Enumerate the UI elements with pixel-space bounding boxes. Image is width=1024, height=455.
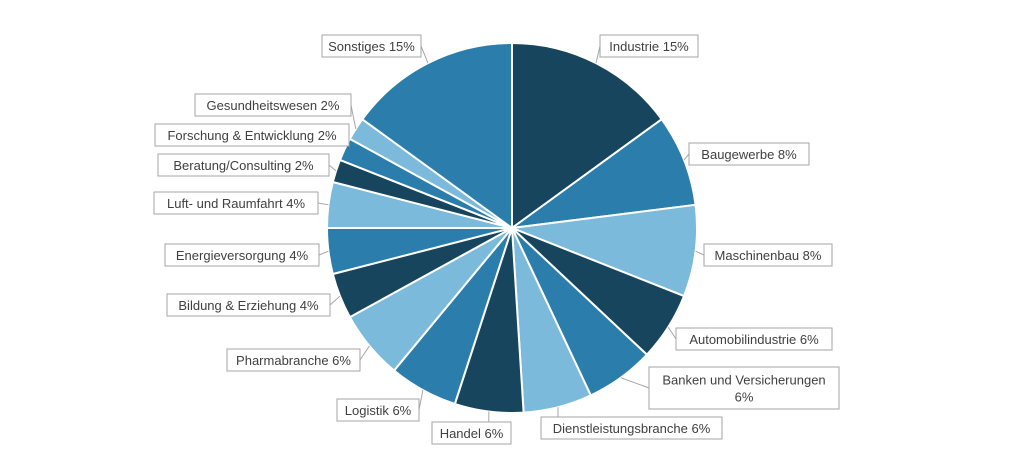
data-label-text: Gesundheitswesen 2% — [207, 98, 340, 113]
leader-line-bildung-und-erziehung — [329, 295, 341, 306]
data-label-box — [431, 421, 512, 445]
data-label-text: Industrie 15% — [609, 39, 689, 54]
data-label-dienstleistungsbranche: Dienstleistungsbranche 6% — [540, 416, 723, 440]
leader-line-maschinenbau — [695, 250, 705, 256]
data-label-baugewerbe: Baugewerbe 8% — [688, 142, 810, 166]
data-label-bildung-und-erziehung: Bildung & Erziehung 4% — [166, 293, 331, 317]
leader-line-automobilindustrie — [667, 326, 677, 340]
data-label-banken-und-versicherungen: Banken und Versicherungen 6% — [648, 366, 840, 410]
leader-line-sonstiges — [420, 45, 429, 64]
data-label-gesundheitswesen: Gesundheitswesen 2% — [194, 93, 352, 117]
data-label-box — [226, 348, 361, 372]
data-label-text: Beratung/Consulting 2% — [173, 158, 314, 173]
data-label-text: Baugewerbe 8% — [701, 147, 797, 162]
data-label-handel: Handel 6% — [431, 421, 512, 445]
data-label-automobilindustrie: Automobilindustrie 6% — [675, 327, 833, 351]
data-label-beratung-consulting: Beratung/Consulting 2% — [157, 153, 330, 177]
data-label-text: Sonstiges 15% — [328, 39, 415, 54]
data-label-text: Logistik 6% — [345, 403, 412, 418]
leader-line-banken-und-versicherungen — [620, 377, 650, 389]
data-label-box — [157, 153, 330, 177]
data-label-box — [675, 327, 833, 351]
data-label-box — [599, 34, 699, 58]
data-label-box — [703, 243, 833, 267]
data-label-pharmabranche: Pharmabranche 6% — [226, 348, 361, 372]
data-label-luft-und-raumfahrt: Luft- und Raumfahrt 4% — [153, 191, 319, 215]
data-label-text: Bildung & Erziehung 4% — [178, 298, 319, 313]
data-label-text: Dienstleistungsbranche 6% — [553, 421, 711, 436]
data-label-text: 6% — [735, 390, 754, 405]
data-label-text: Handel 6% — [440, 426, 504, 441]
data-label-box — [166, 293, 331, 317]
data-label-box — [540, 416, 723, 440]
leader-line-energieversorgung — [318, 250, 329, 256]
data-label-box — [336, 398, 420, 422]
leader-line-baugewerbe — [683, 153, 690, 161]
data-label-text: Forschung & Entwicklung 2% — [167, 128, 337, 143]
data-label-forschung-und-entwicklung: Forschung & Entwicklung 2% — [154, 123, 350, 147]
data-labels: Industrie 15% Baugewerbe 8% Maschinenbau 8… — [153, 34, 840, 445]
data-label-box — [164, 243, 320, 267]
data-label-industrie: Industrie 15% — [599, 34, 699, 58]
data-label-box — [194, 93, 352, 117]
data-label-text: Automobilindustrie 6% — [689, 332, 819, 347]
data-label-energieversorgung: Energieversorgung 4% — [164, 243, 320, 267]
data-label-box — [321, 34, 422, 58]
leader-line-industrie — [595, 45, 601, 64]
leader-line-luft-und-raumfahrt — [317, 202, 329, 206]
leader-lines — [317, 45, 705, 422]
data-label-box — [154, 123, 350, 147]
leader-line-beratung-consulting — [328, 164, 337, 172]
data-label-logistik: Logistik 6% — [336, 398, 420, 422]
pie-slice-maschinenbau — [511, 203, 698, 298]
pie-slice-baugewerbe — [511, 117, 697, 229]
pie-slices — [325, 41, 698, 414]
data-label-text: Pharmabranche 6% — [236, 353, 351, 368]
data-label-sonstiges: Sonstiges 15% — [321, 34, 422, 58]
data-label-text: Energieversorgung 4% — [176, 248, 309, 263]
data-label-text: Banken und Versicherungen — [662, 373, 825, 388]
data-label-box — [648, 366, 840, 410]
pie-slice-sonstiges — [360, 41, 513, 230]
data-label-box — [153, 191, 319, 215]
data-label-text: Maschinenbau 8% — [715, 248, 822, 263]
data-label-text: Luft- und Raumfahrt 4% — [167, 196, 305, 211]
pie-slice-industrie — [511, 41, 664, 230]
data-label-box — [688, 142, 810, 166]
data-label-maschinenbau: Maschinenbau 8% — [703, 243, 833, 267]
leader-line-gesundheitswesen — [350, 104, 357, 129]
leader-line-pharmabranche — [359, 345, 370, 361]
leader-line-logistik — [418, 390, 424, 411]
